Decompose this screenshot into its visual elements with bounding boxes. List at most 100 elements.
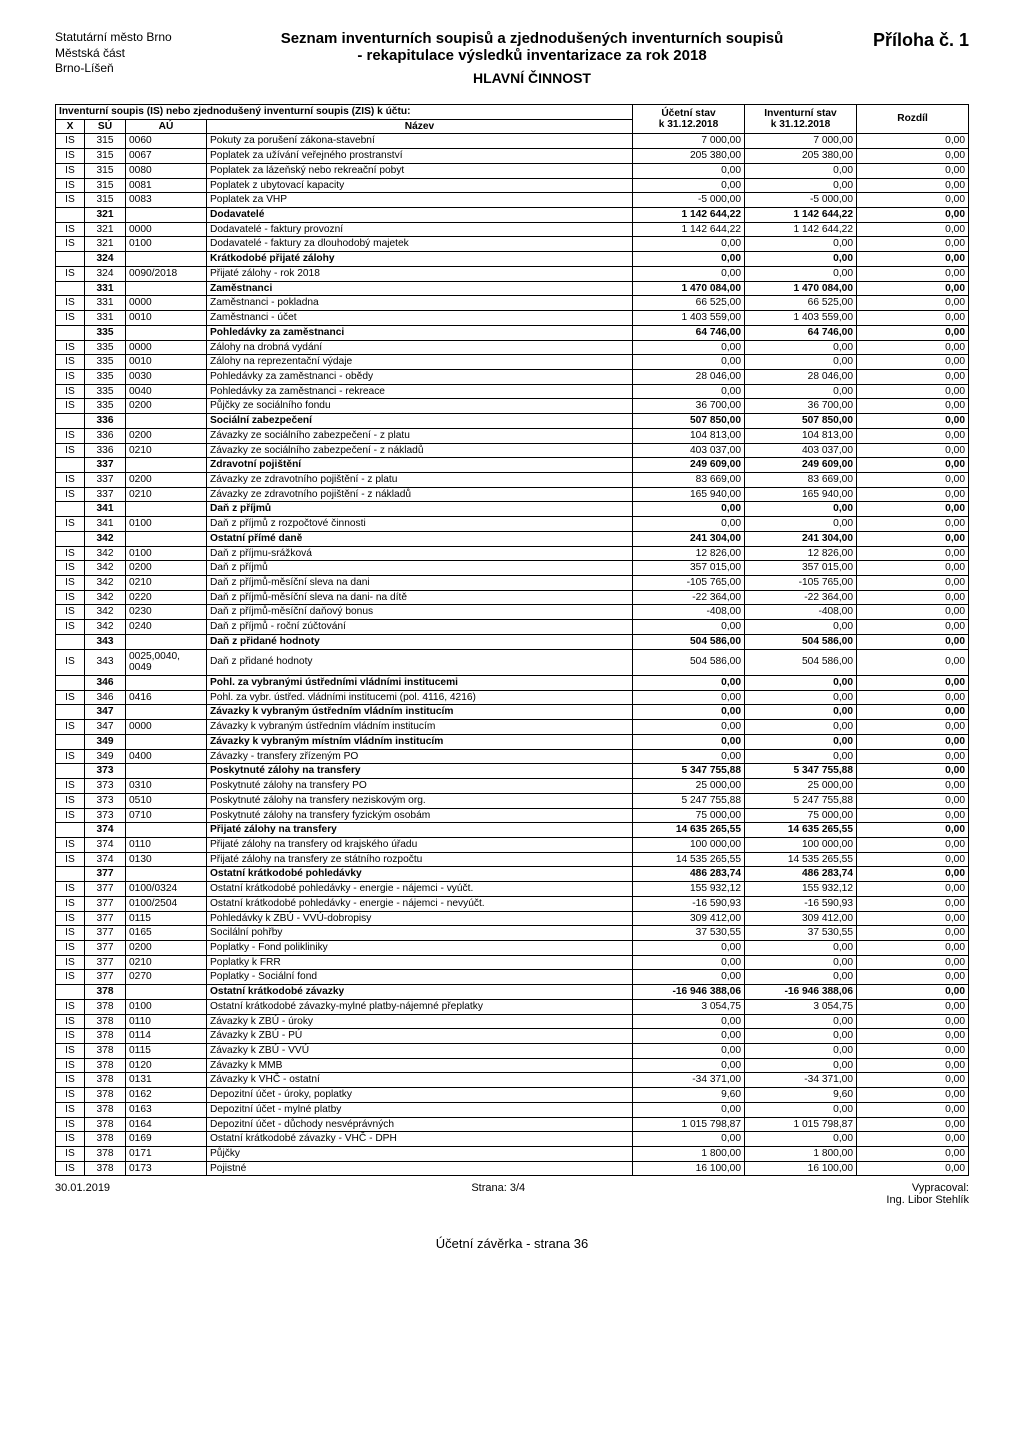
cell-v3: 0,00	[857, 428, 969, 443]
cell-au: 0510	[126, 793, 207, 808]
cell-au	[126, 867, 207, 882]
cell-su: 324	[85, 252, 126, 267]
cell-v1: 5 247 755,88	[633, 793, 745, 808]
cell-x: IS	[56, 779, 85, 794]
cell-name: Pohl. za vybranými ústředními vládními i…	[207, 676, 633, 691]
cell-au	[126, 414, 207, 429]
cell-x: IS	[56, 590, 85, 605]
cell-v2: 14 535 265,55	[745, 852, 857, 867]
table-row: IS3350200Půjčky ze sociálního fondu36 70…	[56, 399, 969, 414]
cell-v1: 1 403 559,00	[633, 311, 745, 326]
cell-v3: 0,00	[857, 178, 969, 193]
cell-v1: 0,00	[633, 355, 745, 370]
cell-name: Dodavatelé	[207, 208, 633, 223]
cell-v1: 104 813,00	[633, 428, 745, 443]
cell-v1: 9,60	[633, 1088, 745, 1103]
table-row: IS3310000Zaměstnanci - pokladna66 525,00…	[56, 296, 969, 311]
cell-au: 0710	[126, 808, 207, 823]
cell-su: 378	[85, 985, 126, 1000]
cell-su: 377	[85, 896, 126, 911]
cell-v3: 0,00	[857, 369, 969, 384]
table-row: IS3770210Poplatky k FRR0,000,000,00	[56, 955, 969, 970]
cell-name: Krátkodobé přijaté zálohy	[207, 252, 633, 267]
cell-su: 377	[85, 867, 126, 882]
cell-v2: 64 746,00	[745, 325, 857, 340]
cell-x: IS	[56, 576, 85, 591]
cell-name: Daň z přidané hodnoty	[207, 634, 633, 649]
cell-au	[126, 458, 207, 473]
cell-v2: 165 940,00	[745, 487, 857, 502]
cell-v3: 0,00	[857, 793, 969, 808]
cell-su: 336	[85, 428, 126, 443]
cell-au	[126, 764, 207, 779]
cell-au: 0000	[126, 296, 207, 311]
header-inv-l2: k 31.12.2018	[771, 119, 830, 130]
cell-name: Přijaté zálohy - rok 2018	[207, 266, 633, 281]
cell-su: 331	[85, 296, 126, 311]
cell-v3: 0,00	[857, 193, 969, 208]
cell-su: 315	[85, 163, 126, 178]
cell-v3: 0,00	[857, 911, 969, 926]
cell-v2: 1 015 798,87	[745, 1117, 857, 1132]
table-row: IS3780169Ostatní krátkodobé závazky - VH…	[56, 1132, 969, 1147]
cell-v1: 504 586,00	[633, 649, 745, 675]
cell-x: IS	[56, 793, 85, 808]
cell-v3: 0,00	[857, 896, 969, 911]
cell-au: 0010	[126, 355, 207, 370]
table-row: IS3770200Poplatky - Fond polikliniky0,00…	[56, 940, 969, 955]
table-row: IS3470000Závazky k vybraným ústředním vl…	[56, 720, 969, 735]
cell-v2: 1 470 084,00	[745, 281, 857, 296]
table-row: IS3770165Socilální pohřby37 530,5537 530…	[56, 926, 969, 941]
cell-su: 347	[85, 720, 126, 735]
cell-x: IS	[56, 955, 85, 970]
table-row: 335Pohledávky za zaměstnanci64 746,0064 …	[56, 325, 969, 340]
table-row: IS3240090/2018Přijaté zálohy - rok 20180…	[56, 266, 969, 281]
cell-v2: 5 347 755,88	[745, 764, 857, 779]
cell-v3: 0,00	[857, 970, 969, 985]
cell-name: Daň z příjmů-měsíční daňový bonus	[207, 605, 633, 620]
cell-name: Poskytnuté zálohy na transfery	[207, 764, 633, 779]
cell-v3: 0,00	[857, 808, 969, 823]
table-row: IS3420200Daň z příjmů357 015,00357 015,0…	[56, 561, 969, 576]
table-row: 343Daň z přidané hodnoty504 586,00504 58…	[56, 634, 969, 649]
cell-v1: 14 635 265,55	[633, 823, 745, 838]
cell-x: IS	[56, 690, 85, 705]
cell-v3: 0,00	[857, 531, 969, 546]
cell-su: 315	[85, 193, 126, 208]
cell-au: 0162	[126, 1088, 207, 1103]
cell-v2: 0,00	[745, 690, 857, 705]
cell-v1: 100 000,00	[633, 837, 745, 852]
cell-v2: 507 850,00	[745, 414, 857, 429]
cell-su: 378	[85, 1029, 126, 1044]
cell-au: 0100	[126, 517, 207, 532]
table-row: 324Krátkodobé přijaté zálohy0,000,000,00	[56, 252, 969, 267]
cell-v2: 36 700,00	[745, 399, 857, 414]
cell-v2: -16 946 388,06	[745, 985, 857, 1000]
cell-v2: 0,00	[745, 734, 857, 749]
cell-x: IS	[56, 1102, 85, 1117]
table-row: 378Ostatní krátkodobé závazky-16 946 388…	[56, 985, 969, 1000]
cell-name: Pokuty za porušení zákona-stavební	[207, 134, 633, 149]
cell-v2: 28 046,00	[745, 369, 857, 384]
cell-su: 377	[85, 911, 126, 926]
cell-au	[126, 676, 207, 691]
cell-au: 0164	[126, 1117, 207, 1132]
cell-x: IS	[56, 1088, 85, 1103]
cell-v3: 0,00	[857, 1161, 969, 1176]
cell-x	[56, 531, 85, 546]
cell-name: Socilální pohřby	[207, 926, 633, 941]
cell-su: 342	[85, 531, 126, 546]
cell-au: 0067	[126, 149, 207, 164]
cell-v1: 0,00	[633, 620, 745, 635]
cell-v2: 0,00	[745, 502, 857, 517]
table-row: IS3730710Poskytnuté zálohy na transfery …	[56, 808, 969, 823]
cell-v2: -22 364,00	[745, 590, 857, 605]
cell-name: Půjčky	[207, 1147, 633, 1162]
cell-v3: 0,00	[857, 823, 969, 838]
table-row: IS3780163Depozitní účet - mylné platby0,…	[56, 1102, 969, 1117]
cell-name: Poplatky - Sociální fond	[207, 970, 633, 985]
cell-v1: 0,00	[633, 1029, 745, 1044]
cell-su: 321	[85, 208, 126, 223]
cell-v2: 0,00	[745, 517, 857, 532]
table-row: IS3150067Poplatek za užívání veřejného p…	[56, 149, 969, 164]
